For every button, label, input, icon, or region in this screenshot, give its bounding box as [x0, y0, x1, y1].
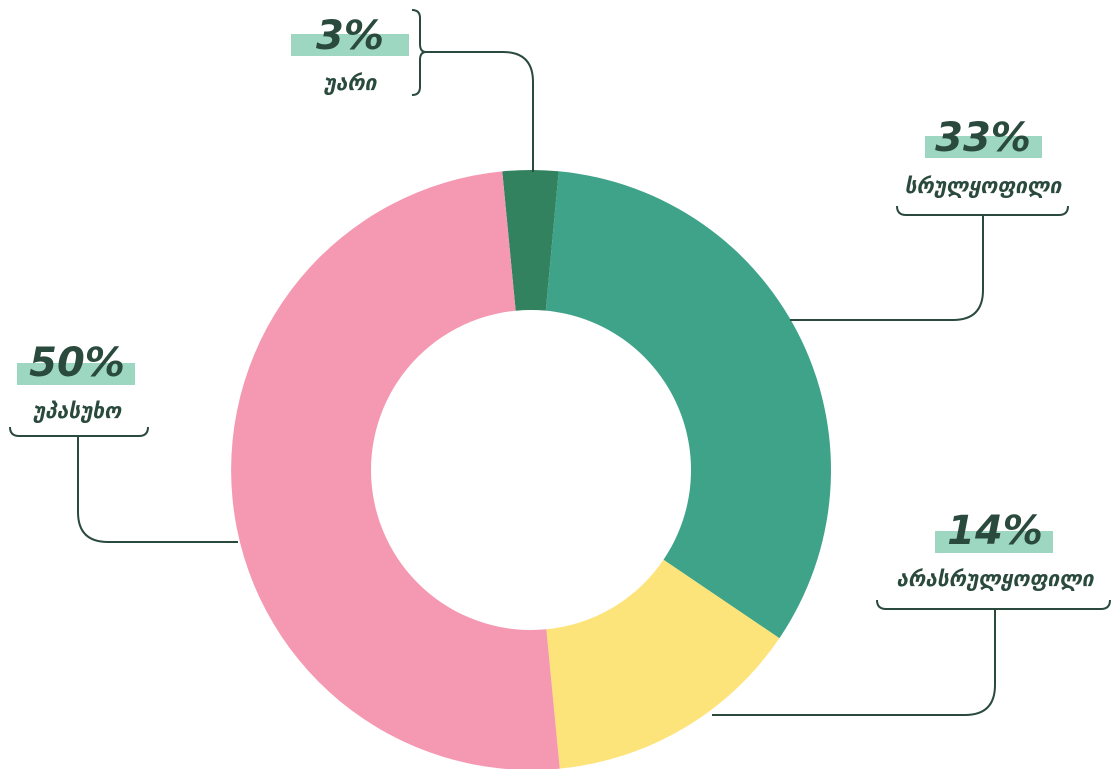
category-label: სრულყოფილი — [905, 174, 1063, 198]
donut-slice — [230, 171, 560, 769]
donut-slice — [545, 171, 831, 639]
label-highlight — [925, 136, 1042, 158]
donut-slice — [502, 170, 559, 311]
label-bracket — [896, 205, 1069, 216]
leader-line — [712, 609, 996, 716]
label-highlight — [291, 34, 409, 56]
label-highlight — [17, 363, 135, 385]
leader-line — [422, 51, 534, 172]
value-label: 33% — [935, 115, 1031, 161]
category-label: არასრულყოფილი — [896, 567, 1094, 591]
label-bracket — [9, 426, 149, 437]
leader-line — [77, 436, 238, 543]
leader-line — [790, 215, 984, 321]
value-label: 3% — [316, 13, 384, 59]
donut-slice — [546, 559, 780, 769]
label-bracket — [876, 599, 1111, 610]
value-label: 14% — [947, 508, 1043, 554]
category-label: უპასუხო — [33, 399, 123, 423]
value-label: 50% — [29, 340, 125, 386]
category-label: უარი — [324, 71, 378, 95]
label-highlight — [935, 531, 1053, 553]
